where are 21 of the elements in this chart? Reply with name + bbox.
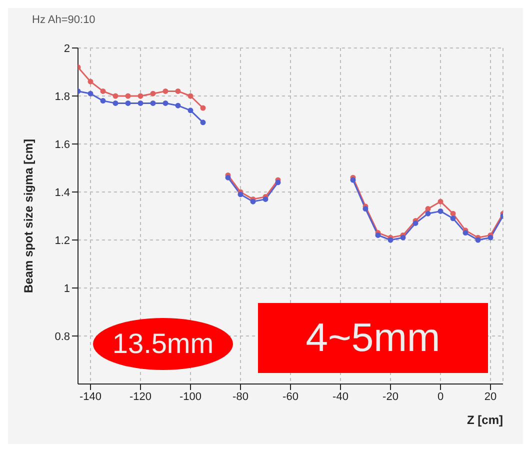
y-axis-title: Beam spot size sigma [cm]	[21, 138, 36, 294]
y-tick-label: 1.8	[54, 90, 70, 103]
y-tick-label: 2	[64, 42, 70, 55]
note-box: 4~5mm	[258, 303, 488, 373]
y-tick-label: 1.4	[54, 186, 70, 199]
y-tick-label: 1.6	[54, 138, 70, 151]
x-tick-label: -80	[232, 390, 248, 403]
x-axis-title: Z [cm]	[467, 413, 504, 427]
x-tick-label: -100	[179, 390, 202, 403]
chart-title: Hz Ah=90:10	[32, 14, 96, 26]
x-tick-label: 20	[484, 390, 497, 403]
x-tick-label: -60	[282, 390, 298, 403]
x-tick-label: -20	[382, 390, 398, 403]
x-tick-label: -40	[332, 390, 348, 403]
x-tick-label: -120	[129, 390, 152, 403]
note-ellipse: 13.5mm	[93, 318, 233, 370]
y-tick-label: 1.2	[54, 234, 70, 247]
y-tick-label: 1	[64, 282, 70, 295]
x-tick-label: 0	[437, 390, 444, 403]
x-tick-label: -140	[79, 390, 102, 403]
y-tick-label: 0.8	[54, 330, 70, 343]
